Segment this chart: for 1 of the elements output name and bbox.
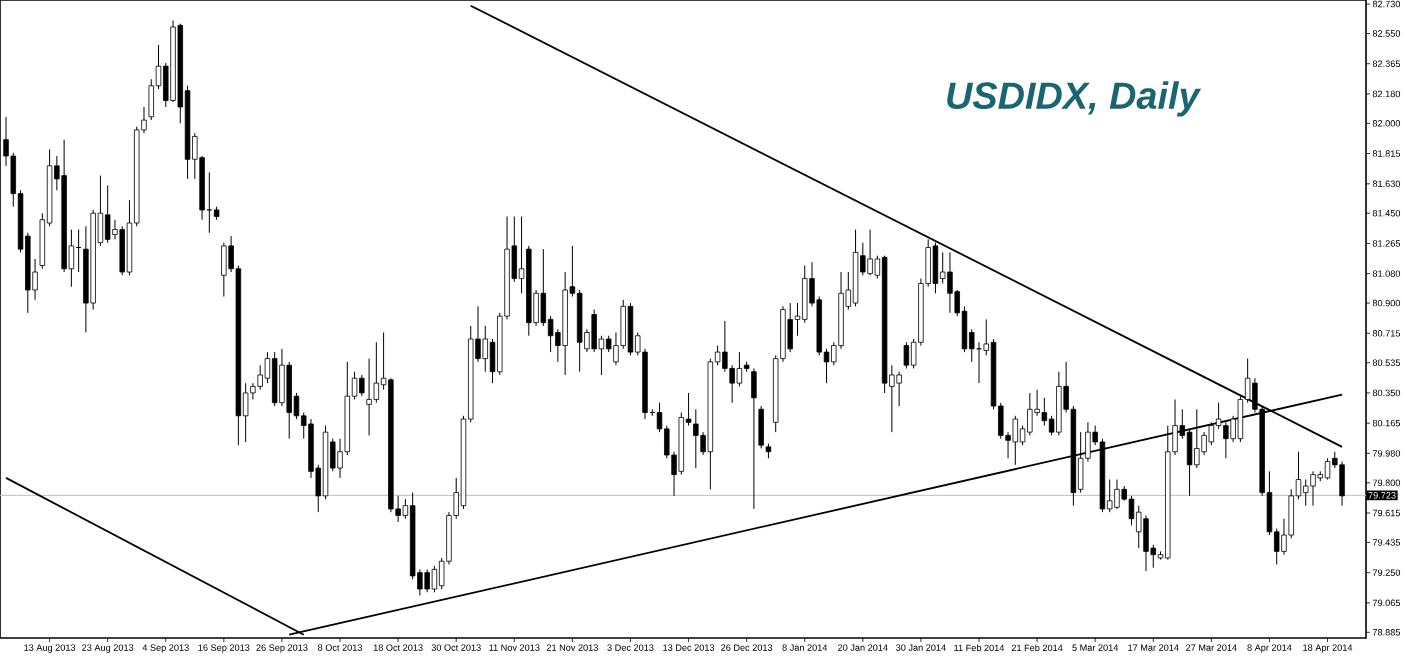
text: USDIDX, Daily xyxy=(947,81,1202,117)
